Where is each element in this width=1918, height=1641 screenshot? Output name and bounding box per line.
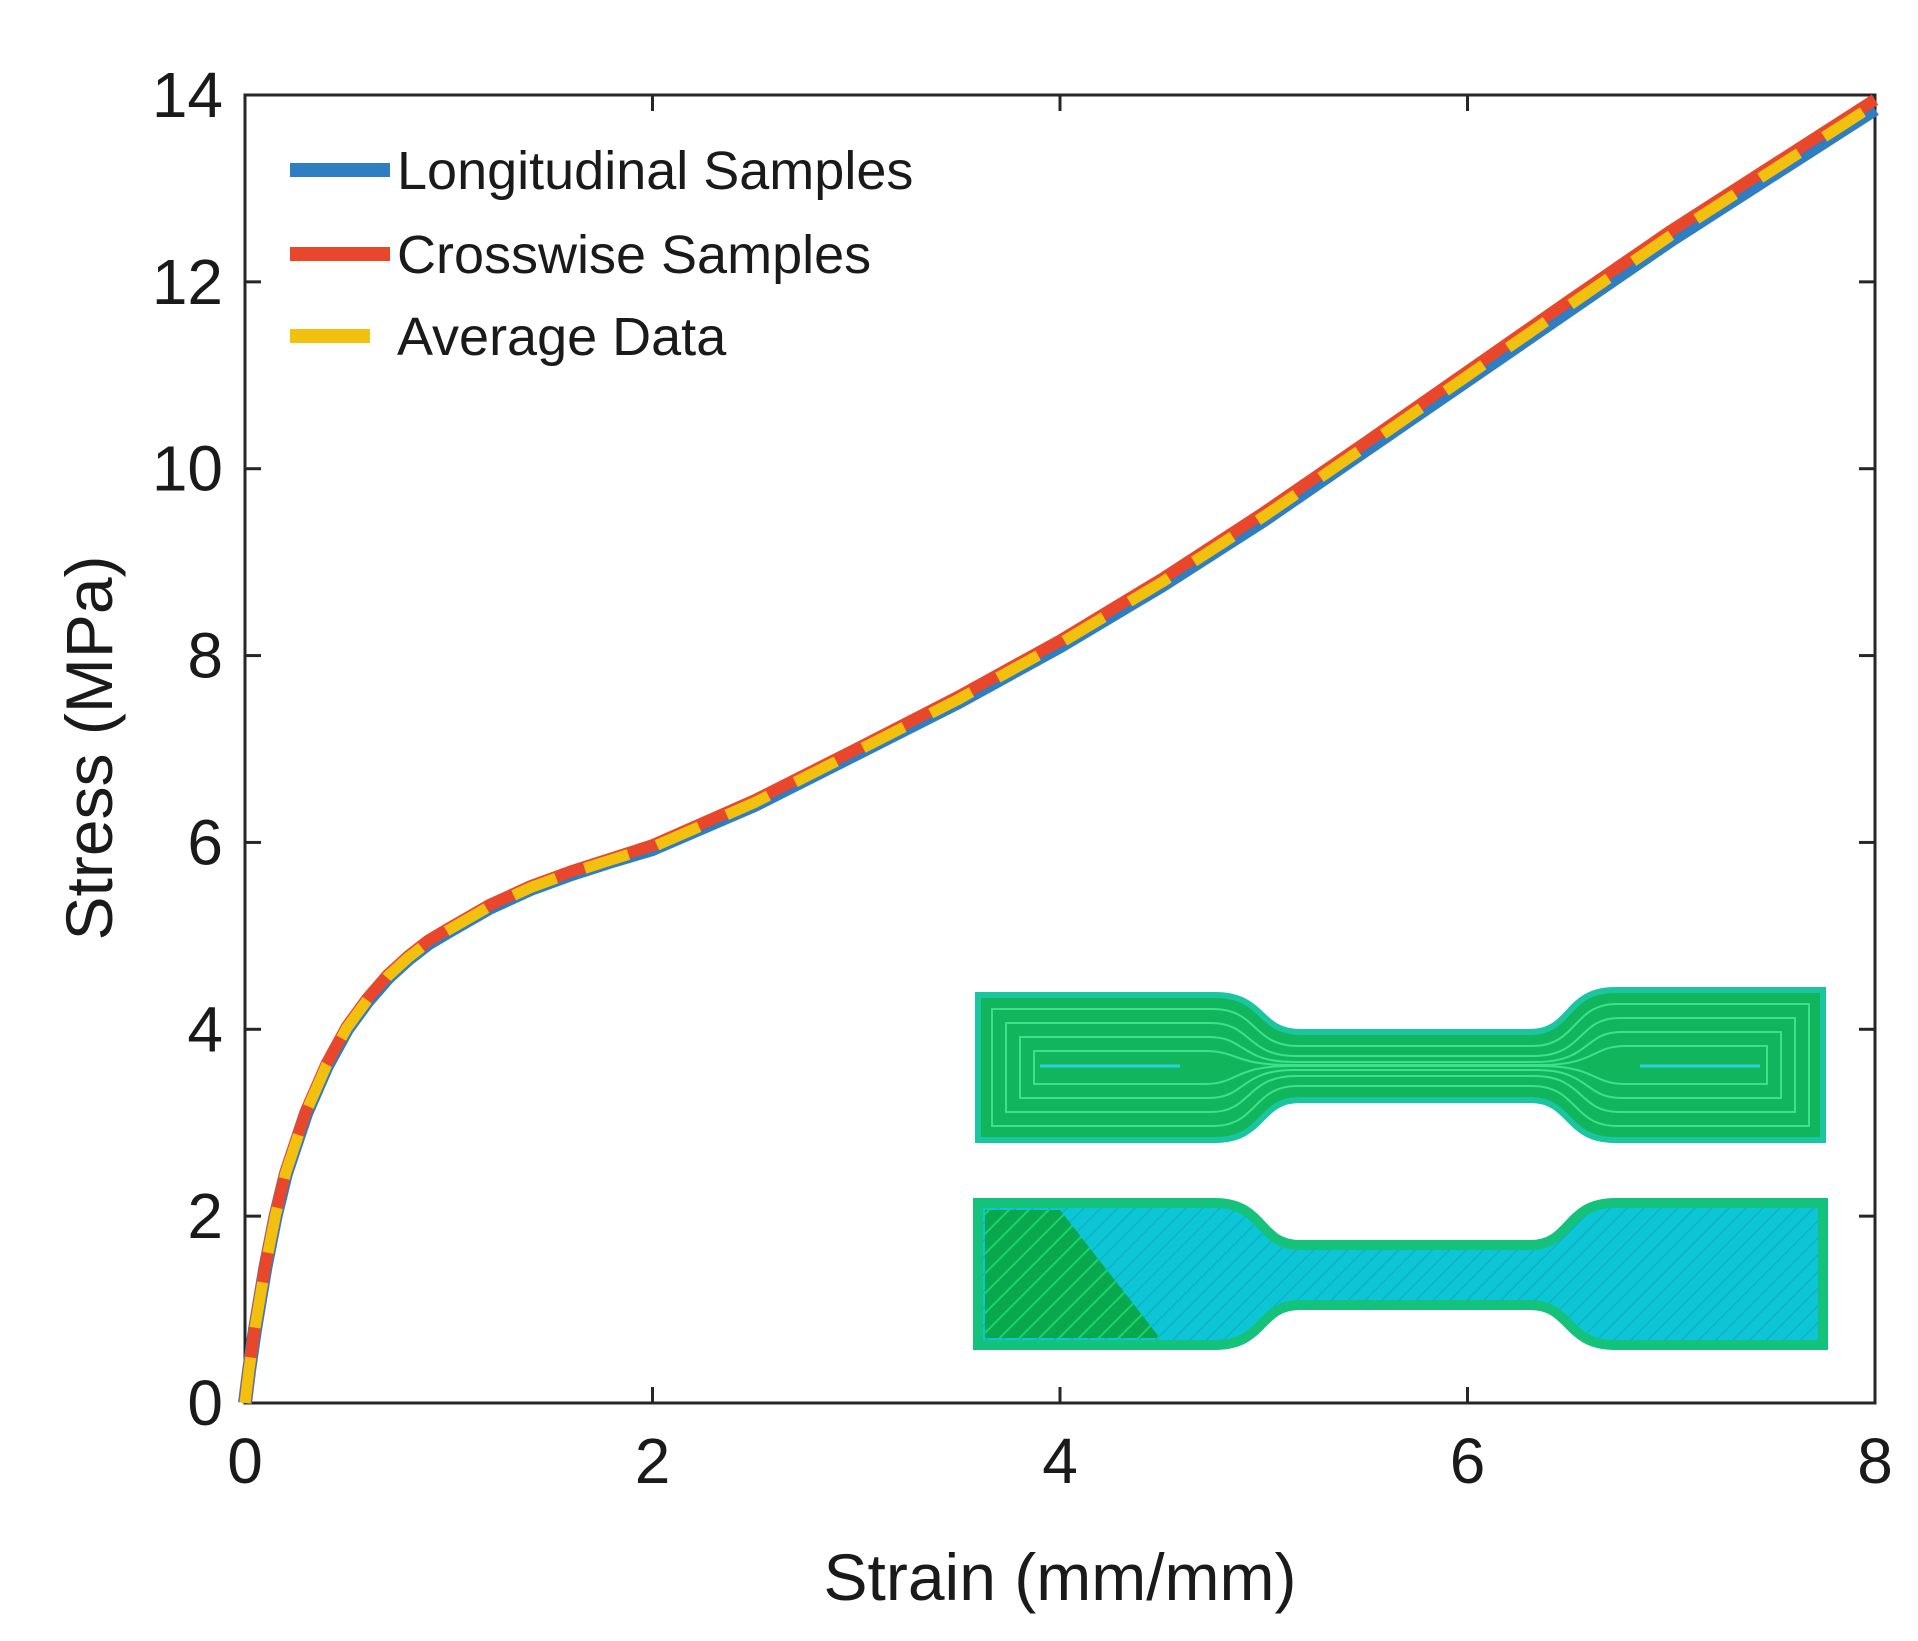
series-line-average-data bbox=[239, 99, 1878, 1404]
y-axis-ticks: 0 2 4 6 8 10 12 14 bbox=[152, 59, 1875, 1439]
plot-area-frame bbox=[243, 93, 1877, 1405]
y-tick-label: 6 bbox=[187, 806, 223, 878]
x-axis-ticks: 0 2 4 6 8 bbox=[227, 95, 1893, 1497]
y-tick-label: 10 bbox=[152, 433, 223, 505]
y-tick-label: 14 bbox=[152, 59, 223, 131]
x-tick-label: 8 bbox=[1857, 1425, 1893, 1497]
specimen-crosswise bbox=[973, 1198, 1828, 1350]
x-tick-label: 4 bbox=[1042, 1425, 1078, 1497]
x-tick-label: 0 bbox=[227, 1425, 263, 1497]
legend-label-crosswise: Crosswise Samples bbox=[397, 225, 871, 285]
y-tick-label: 8 bbox=[187, 620, 223, 692]
y-tick-label: 4 bbox=[187, 993, 223, 1065]
x-axis-title: Strain (mm/mm) bbox=[824, 1540, 1297, 1614]
y-tick-label: 2 bbox=[187, 1180, 223, 1252]
specimen-inset bbox=[973, 987, 1828, 1350]
series-layer bbox=[238, 94, 1879, 1404]
y-axis-title: Stress (MPa) bbox=[52, 555, 126, 940]
specimen-longitudinal bbox=[975, 987, 1826, 1143]
x-tick-label: 2 bbox=[635, 1425, 671, 1497]
legend-label-average: Average Data bbox=[397, 307, 727, 367]
y-tick-label: 12 bbox=[152, 246, 223, 318]
x-tick-label: 6 bbox=[1450, 1425, 1486, 1497]
y-tick-label: 0 bbox=[187, 1367, 223, 1439]
legend-label-longitudinal: Longitudinal Samples bbox=[397, 141, 913, 201]
legend: Longitudinal Samples Crosswise Samples A… bbox=[290, 141, 913, 367]
